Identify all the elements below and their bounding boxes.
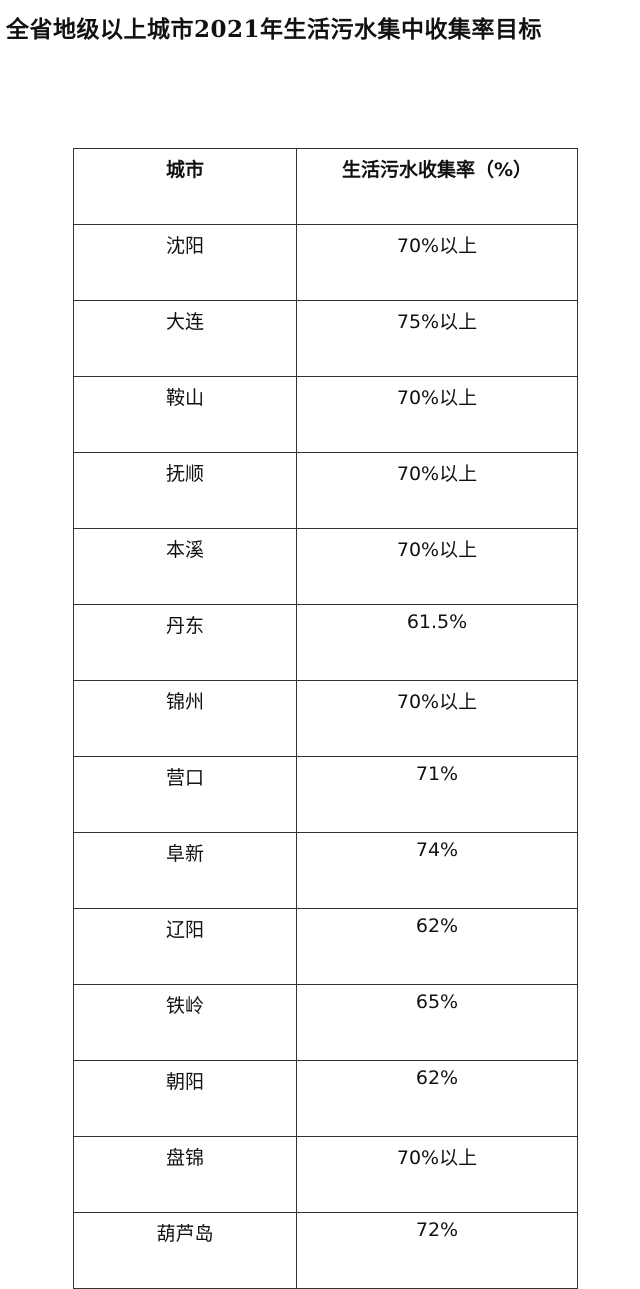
city-cell: 大连 bbox=[73, 300, 297, 377]
table-row: 葫芦岛 72% bbox=[73, 1212, 578, 1289]
city-cell: 朝阳 bbox=[73, 1060, 297, 1137]
table-row: 丹东 61.5% bbox=[73, 604, 578, 681]
city-cell: 鞍山 bbox=[73, 376, 297, 453]
column-header: 城市 bbox=[73, 148, 297, 225]
page: 全省地级以上城市2021年生活污水集中收集率目标 城市 生活污水收集率（%） 沈阳… bbox=[6, 16, 578, 1289]
table-row: 大连 75%以上 bbox=[73, 300, 578, 377]
table-row: 鞍山 70%以上 bbox=[73, 376, 578, 453]
table-row: 辽阳 62% bbox=[73, 908, 578, 985]
city-cell: 锦州 bbox=[73, 680, 297, 757]
rate-cell: 75%以上 bbox=[296, 300, 578, 377]
city-cell: 阜新 bbox=[73, 832, 297, 909]
city-cell: 沈阳 bbox=[73, 224, 297, 301]
rate-cell: 62% bbox=[296, 1060, 578, 1137]
rate-cell: 70%以上 bbox=[296, 224, 578, 301]
table-row: 阜新 74% bbox=[73, 832, 578, 909]
city-cell: 丹东 bbox=[73, 604, 297, 681]
city-cell: 抚顺 bbox=[73, 452, 297, 529]
page-title: 全省地级以上城市2021年生活污水集中收集率目标 bbox=[6, 16, 543, 43]
rate-cell: 65% bbox=[296, 984, 578, 1061]
table-row: 朝阳 62% bbox=[73, 1060, 578, 1137]
table-row: 沈阳 70%以上 bbox=[73, 224, 578, 301]
table-body: 沈阳 70%以上 大连 75%以上 鞍山 70%以上 抚顺 70%以上 本溪 70%以上 丹东 61.… bbox=[73, 224, 578, 1289]
city-cell: 本溪 bbox=[73, 528, 297, 605]
table-row: 铁岭 65% bbox=[73, 984, 578, 1061]
rate-cell: 70%以上 bbox=[296, 452, 578, 529]
city-cell: 营口 bbox=[73, 756, 297, 833]
column-header: 生活污水收集率（%） bbox=[296, 148, 578, 225]
rate-cell: 70%以上 bbox=[296, 680, 578, 757]
rate-cell: 74% bbox=[296, 832, 578, 909]
table-row: 抚顺 70%以上 bbox=[73, 452, 578, 529]
rate-cell: 61.5% bbox=[296, 604, 578, 681]
table-row: 锦州 70%以上 bbox=[73, 680, 578, 757]
table-row: 本溪 70%以上 bbox=[73, 528, 578, 605]
table-row: 营口 71% bbox=[73, 756, 578, 833]
header-row: 城市 生活污水收集率（%） bbox=[73, 148, 578, 225]
city-cell: 铁岭 bbox=[73, 984, 297, 1061]
rate-cell: 72% bbox=[296, 1212, 578, 1289]
city-cell: 盘锦 bbox=[73, 1136, 297, 1213]
rate-cell: 70%以上 bbox=[296, 528, 578, 605]
city-cell: 辽阳 bbox=[73, 908, 297, 985]
city-cell: 葫芦岛 bbox=[73, 1212, 297, 1289]
rate-cell: 70%以上 bbox=[296, 1136, 578, 1213]
target-table: 城市 生活污水收集率（%） 沈阳 70%以上 大连 75%以上 鞍山 70%以上 抚顺 70%以… bbox=[73, 148, 578, 1289]
rate-cell: 62% bbox=[296, 908, 578, 985]
table-row: 盘锦 70%以上 bbox=[73, 1136, 578, 1213]
rate-cell: 70%以上 bbox=[296, 376, 578, 453]
rate-cell: 71% bbox=[296, 756, 578, 833]
